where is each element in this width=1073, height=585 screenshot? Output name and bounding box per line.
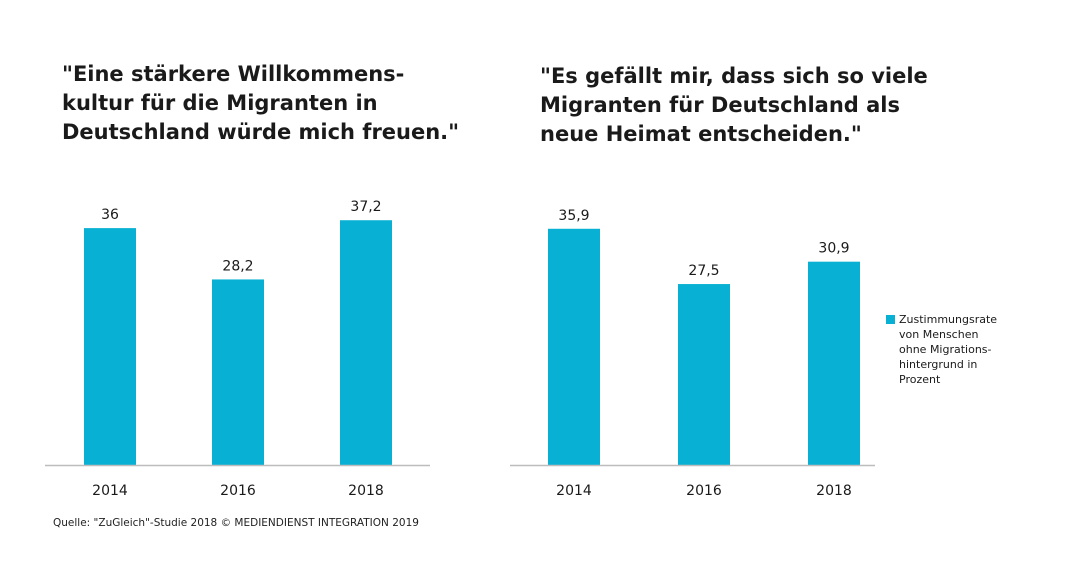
- legend-swatch: [886, 315, 895, 324]
- data-label: 35,9: [558, 208, 589, 224]
- bar-2016: [678, 284, 730, 465]
- x-tick-label: 2014: [92, 483, 128, 499]
- bar-2016: [212, 279, 264, 465]
- x-tick-label: 2014: [556, 483, 592, 499]
- x-tick-label: 2018: [816, 483, 852, 499]
- x-tick-label: 2018: [348, 483, 384, 499]
- x-tick-label: 2016: [220, 483, 256, 499]
- chart-title-left: "Eine stärkere Willkommens- kultur für d…: [62, 62, 460, 144]
- data-label: 27,5: [688, 263, 719, 279]
- bar-2018: [340, 220, 392, 465]
- source-note: Quelle: "ZuGleich"-Studie 2018 © MEDIEND…: [53, 517, 419, 529]
- data-label: 37,2: [350, 199, 381, 215]
- x-tick-label: 2016: [686, 483, 722, 499]
- bar-2014: [548, 228, 600, 465]
- legend-label: Zustimmungsrate von Menschen ohne Migrat…: [899, 313, 998, 386]
- bar-2018: [808, 261, 860, 465]
- data-label: 28,2: [222, 258, 253, 274]
- chart-title-right: "Es gefällt mir, dass sich so viele Migr…: [540, 64, 928, 146]
- data-label: 30,9: [818, 241, 849, 257]
- bar-2014: [84, 228, 136, 465]
- data-label: 36: [101, 207, 119, 223]
